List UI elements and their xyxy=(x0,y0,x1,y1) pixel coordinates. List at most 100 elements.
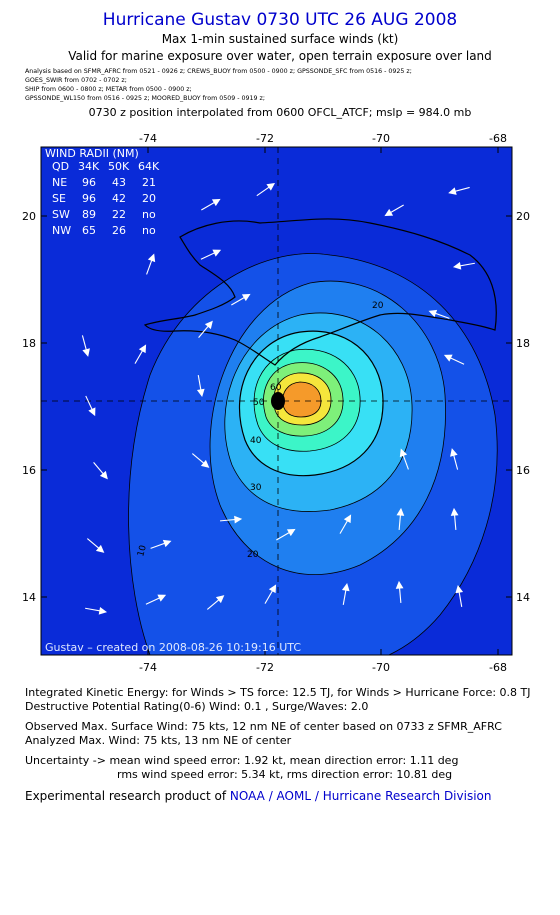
wind-arrow xyxy=(450,507,459,531)
wind-radii-header-qd: QD xyxy=(52,160,70,173)
wind-arrow xyxy=(256,182,276,197)
dpr-line: Destructive Potential Rating(0-6) Wind: … xyxy=(25,700,369,713)
hispaniola-coastline xyxy=(143,218,497,366)
contour-label-50: 50 xyxy=(253,398,265,408)
y-tick-right-16: 16 xyxy=(516,464,530,477)
wind-arrow xyxy=(276,528,296,541)
wind-radii-se-34: 96 xyxy=(82,192,96,205)
contour-label-20: 20 xyxy=(247,550,259,560)
product-credit: Experimental research product of NOAA / … xyxy=(25,789,491,803)
x-tick-top-68: -68 xyxy=(489,132,507,145)
wind-field-map: 10 20 30 40 50 60 20 -74 -72 -70 -68 -74… xyxy=(22,132,530,674)
subtitle-exposure: Valid for marine exposure over water, op… xyxy=(68,49,492,63)
wind-arrow xyxy=(198,320,213,339)
contour-label-20-north: 20 xyxy=(372,301,384,311)
y-tick-left-18: 18 xyxy=(22,337,36,350)
wind-arrow xyxy=(145,594,167,605)
wind-arrow xyxy=(339,514,352,534)
analyzed-max-wind-line: Analyzed Max. Wind: 75 kts, 13 nm NE of … xyxy=(25,734,292,747)
wind-radii-se-label: SE xyxy=(52,192,66,205)
ike-line: Integrated Kinetic Energy: for Winds > T… xyxy=(25,686,531,699)
y-tick-right-14: 14 xyxy=(516,591,530,604)
wind-arrow xyxy=(428,309,450,319)
map-credit: Gustav – created on 2008-08-26 10:19:16 … xyxy=(45,641,301,654)
wind-arrow xyxy=(399,448,409,470)
wind-arrow xyxy=(93,461,108,480)
wind-arrow xyxy=(85,606,108,615)
wind-radii-ne-label: NE xyxy=(52,176,68,189)
source-line-1: Analysis based on SFMR_AFRC from 0521 - … xyxy=(25,68,412,75)
uncertainty-line-1: Uncertainty -> mean wind speed error: 1.… xyxy=(25,754,459,767)
y-tick-left-16: 16 xyxy=(22,464,36,477)
y-tick-left-20: 20 xyxy=(22,210,36,223)
wind-radii-nw-34: 65 xyxy=(82,224,96,237)
wind-arrow xyxy=(455,584,464,607)
wind-arrow xyxy=(81,335,90,357)
y-tick-left-14: 14 xyxy=(22,591,36,604)
page-title: Hurricane Gustav 0730 UTC 26 AUG 2008 xyxy=(102,10,458,30)
wind-radii-nw-50: 26 xyxy=(112,224,126,237)
hrd-link[interactable]: NOAA / AOML / Hurricane Research Divisio… xyxy=(229,789,492,803)
wind-arrow xyxy=(452,261,475,270)
contour-label-40: 40 xyxy=(250,436,262,446)
wind-radii-se-50: 42 xyxy=(112,192,126,205)
wind-arrow xyxy=(134,344,147,364)
wind-radii-sw-50: 22 xyxy=(112,208,126,221)
contour-label-60: 60 xyxy=(270,383,282,393)
source-line-4: GPSSONDE_WL150 from 0516 - 0925 z; MOORE… xyxy=(25,95,265,102)
product-credit-prefix: Experimental research product of xyxy=(25,789,230,803)
wind-arrow xyxy=(396,507,405,531)
wind-radii-header-64k: 64K xyxy=(138,160,160,173)
observed-max-wind-line: Observed Max. Surface Wind: 75 kts, 12 n… xyxy=(25,720,502,733)
wind-radii-title: WIND RADII (NM) xyxy=(45,147,139,160)
source-line-3: SHIP from 0600 - 0800 z; METAR from 0500… xyxy=(25,86,192,93)
wind-radii-ne-64: 21 xyxy=(142,176,156,189)
wind-radii-sw-64: no xyxy=(142,208,156,221)
wind-radii-nw-64: no xyxy=(142,224,156,237)
wind-arrow xyxy=(206,595,225,610)
x-tick-top-74: -74 xyxy=(139,132,157,145)
wind-arrow xyxy=(191,453,210,468)
x-tick-top-72: -72 xyxy=(256,132,274,145)
map-frame xyxy=(40,146,513,656)
y-tick-right-18: 18 xyxy=(516,337,530,350)
wind-arrow xyxy=(450,448,459,470)
wind-arrow xyxy=(219,515,243,524)
wind-arrow xyxy=(395,580,404,604)
x-tick-bottom-70: -70 xyxy=(372,661,390,674)
wind-radii-nw-label: NW xyxy=(52,224,72,237)
position-line: 0730 z position interpolated from 0600 O… xyxy=(88,106,472,119)
wind-arrow xyxy=(146,253,156,275)
source-line-2: GOES_SWIR from 0702 - 0702 z; xyxy=(25,77,127,84)
wind-arrow xyxy=(200,249,222,260)
wind-arrow xyxy=(264,584,277,604)
x-tick-bottom-68: -68 xyxy=(489,661,507,674)
subtitle-max-winds: Max 1-min sustained surface winds (kt) xyxy=(161,32,399,46)
contour-label-30: 30 xyxy=(250,483,262,493)
wind-arrow xyxy=(201,198,221,211)
x-tick-top-70: -70 xyxy=(372,132,390,145)
wind-arrow xyxy=(150,539,172,549)
wind-arrow xyxy=(384,204,404,217)
uncertainty-line-2: rms wind speed error: 5.34 kt, rms direc… xyxy=(117,768,453,781)
x-tick-bottom-72: -72 xyxy=(256,661,274,674)
wind-radii-header-50k: 50K xyxy=(108,160,130,173)
wind-arrow xyxy=(341,582,350,605)
wind-radii-se-64: 20 xyxy=(142,192,156,205)
wind-radii-sw-label: SW xyxy=(52,208,70,221)
contour-label-10: 10 xyxy=(136,544,149,558)
wind-arrow xyxy=(231,293,251,306)
wind-arrow xyxy=(196,375,205,398)
wind-vector-field xyxy=(81,182,475,615)
wind-arrow xyxy=(443,354,465,365)
contour-fill-70 xyxy=(282,381,322,418)
wind-radii-sw-34: 89 xyxy=(82,208,96,221)
wind-arrow xyxy=(85,395,96,417)
wind-arrow xyxy=(448,186,470,195)
wind-radii-ne-50: 43 xyxy=(112,176,126,189)
wind-radii-ne-34: 96 xyxy=(82,176,96,189)
x-tick-bottom-74: -74 xyxy=(139,661,157,674)
wind-radii-header-34k: 34K xyxy=(78,160,100,173)
y-tick-right-20: 20 xyxy=(516,210,530,223)
wind-arrow xyxy=(86,538,105,553)
